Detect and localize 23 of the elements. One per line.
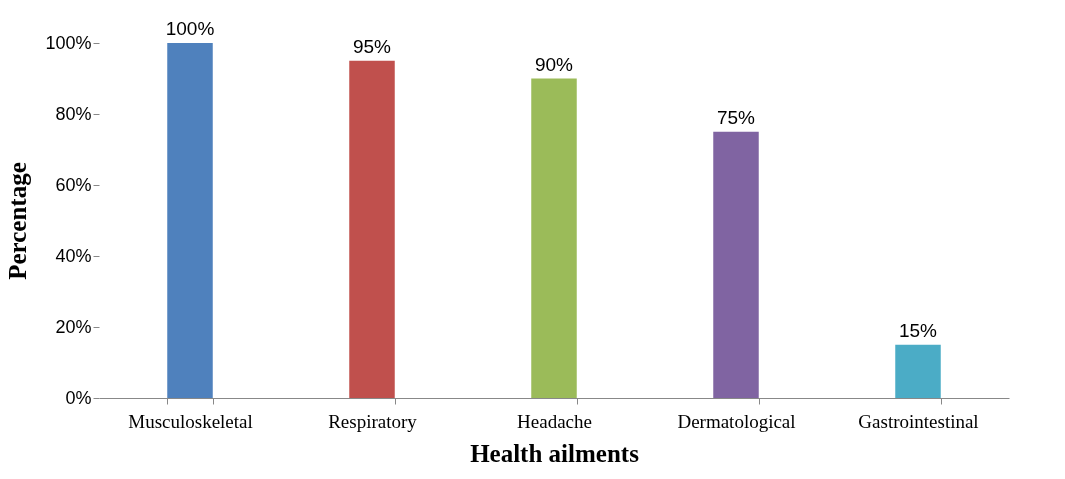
x-tick-label: Musculoskeletal xyxy=(128,410,253,432)
data-label: 90% xyxy=(534,53,574,75)
x-tick-label: Headache xyxy=(517,410,592,432)
x-tick-label: Respiratory xyxy=(328,410,418,432)
data-label: 15% xyxy=(898,319,938,341)
x-tick-label: Dermatological xyxy=(677,410,796,432)
data-label: 75% xyxy=(716,106,756,128)
bar xyxy=(349,60,395,398)
y-tick-label: 20% xyxy=(55,316,92,337)
x-tick-label: Gastrointestinal xyxy=(858,410,979,432)
data-label: 95% xyxy=(352,35,392,57)
y-tick-label: 100% xyxy=(45,32,92,53)
y-tick-label: 0% xyxy=(65,387,92,408)
y-tick-label: 60% xyxy=(55,174,92,195)
data-label: 100% xyxy=(165,18,215,39)
bar xyxy=(895,344,941,398)
bar xyxy=(167,43,213,398)
bar xyxy=(713,131,759,398)
y-tick-label: 80% xyxy=(55,103,92,124)
y-axis-title: Percentage xyxy=(4,162,32,280)
bar xyxy=(531,78,577,398)
y-tick-label: 40% xyxy=(55,245,92,266)
x-axis-title: Health ailments xyxy=(470,439,640,467)
